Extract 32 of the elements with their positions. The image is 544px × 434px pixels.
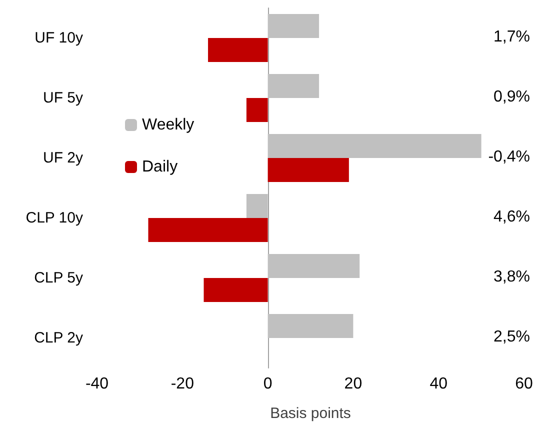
y-tick-label: UF 5y [42,90,84,106]
annotation: -0,4% [488,148,530,166]
x-tick-label: -20 [170,376,194,392]
bar [204,278,268,302]
legend-label: Weekly [142,116,194,134]
annotation: 4,6% [494,208,530,226]
bar [268,134,482,158]
bar [148,218,268,242]
x-tick-label: 60 [515,376,533,392]
bar [246,98,268,122]
y-tick-label: CLP 10y [26,210,84,226]
y-tick-label: CLP 2y [34,330,84,346]
bar [268,14,320,38]
annotation: 0,9% [494,88,530,106]
y-tick-label: UF 2y [42,150,84,166]
y-tick-label: UF 10y [34,30,84,46]
legend-label: Daily [142,158,178,176]
bar [246,194,268,218]
y-tick-label: CLP 5y [34,270,84,286]
bar [208,38,268,62]
bar [268,158,349,182]
x-tick-label: 0 [263,376,272,392]
x-tick-label: 40 [430,376,448,392]
bar [268,74,320,98]
annotation: 3,8% [494,268,530,286]
x-tick-label: -40 [85,376,109,392]
bar [268,254,360,278]
x-tick-label: 20 [344,376,362,392]
annotation: 1,7% [494,28,530,46]
bar [268,314,354,338]
annotation: 2,5% [494,328,530,346]
x-axis-title: Basis points [270,405,351,422]
